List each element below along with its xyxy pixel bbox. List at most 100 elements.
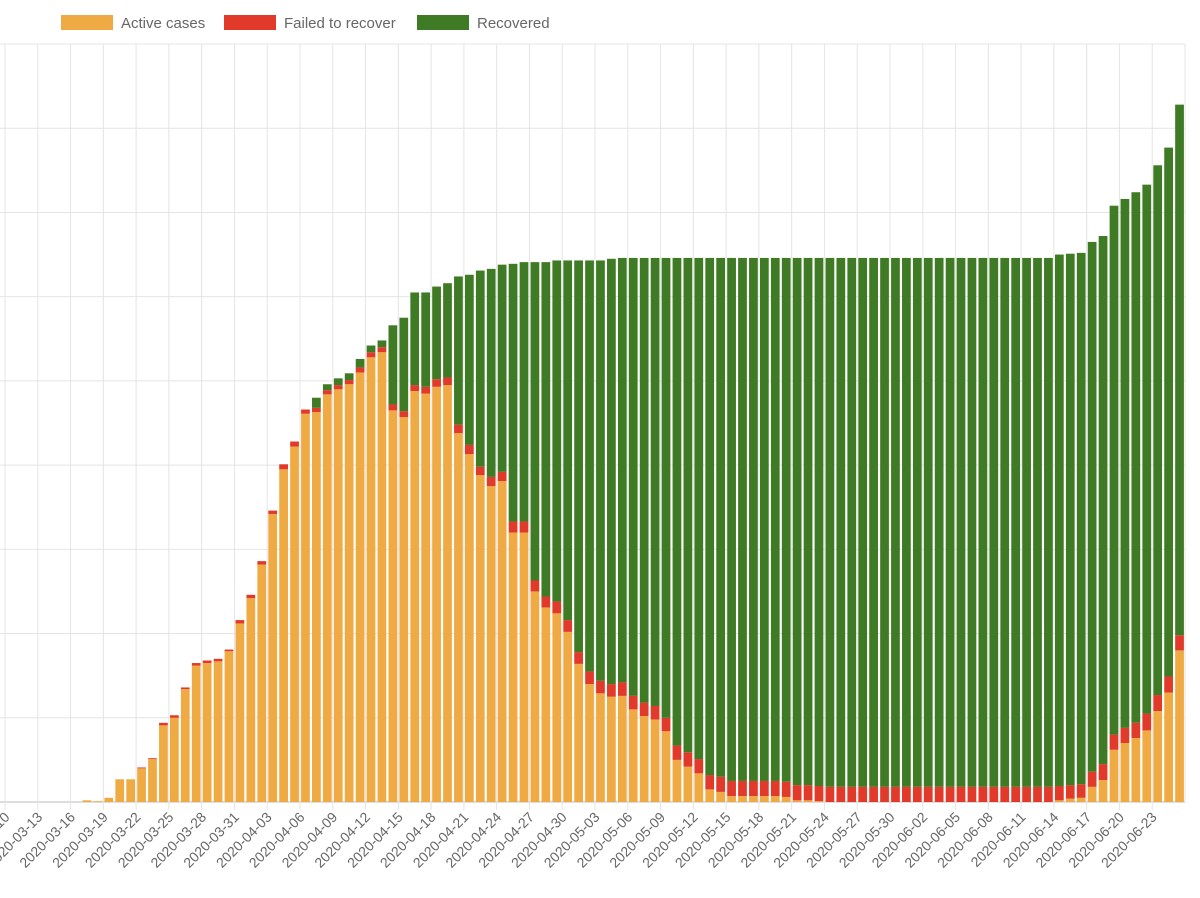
bar-segment [235,623,245,802]
bar-segment [169,717,179,802]
bar-segment [279,469,288,802]
bar-segment [344,373,354,381]
bar-segment [858,786,868,802]
bar-segment [650,705,660,720]
legend-label[interactable]: Active cases [121,15,205,32]
bar-segment [836,786,846,802]
bar-segment [672,759,682,802]
bar-segment [191,663,201,666]
bar-segment [1087,771,1097,787]
bar-segment [541,596,551,608]
bar-segment [574,260,583,653]
bar-segment [344,380,354,385]
bar-segment [869,786,878,802]
bar-segment [519,532,529,802]
bar-segment [574,652,583,664]
bar-segment [464,454,474,802]
bar-segment [126,779,136,802]
bar-segment [508,532,518,802]
bar-segment [607,684,616,697]
bar-segment [825,786,835,802]
bar-segment [443,385,452,802]
bar-segment [716,257,726,777]
bar-segment [519,521,529,533]
bar-segment [617,257,627,683]
bar-segment [180,687,190,690]
bar-segment [312,412,321,802]
bar-segment [639,702,649,717]
bar-segment [858,257,868,787]
bar-segment [399,317,409,412]
bar-segment [454,424,463,434]
bar-segment [705,789,715,802]
bar-segment [792,257,802,786]
legend-label[interactable]: Recovered [477,15,550,32]
bar-segment [1022,257,1031,787]
bar-segment [486,486,496,802]
bar-segment [1175,104,1184,636]
bar-segment [1142,184,1152,714]
bar-segment [312,407,321,413]
bar-segment [607,696,616,802]
bar-segment [661,731,671,802]
bar-segment [552,601,562,614]
legend-swatch[interactable] [417,15,469,30]
bar-segment [388,410,398,802]
bar-segment [497,471,507,482]
bar-segment [443,377,452,386]
bar-segment [1011,257,1021,787]
bar-segment [355,372,365,802]
bar-segment [770,257,780,781]
bar-segment [366,357,376,802]
bar-segment [432,386,441,802]
bar-segment [847,257,857,787]
bar-segment [1076,252,1086,785]
legend-label[interactable]: Failed to recover [284,15,396,32]
bar-segment [202,663,212,802]
bar-segment [388,404,398,411]
bar-segment [410,385,420,391]
legend-swatch[interactable] [61,15,113,30]
bar-segment [552,260,562,602]
bar-segment [421,393,431,802]
bar-segment [443,283,452,378]
bar-segment [770,796,780,802]
bar-segment [596,680,605,694]
bar-segment [617,682,627,696]
bar-segment [902,257,911,787]
bar-segment [148,758,157,760]
bar-segment [792,785,802,801]
bar-segment [1109,734,1119,750]
bar-segment [235,620,245,624]
bar-segment [880,257,889,787]
bar-segment [1120,743,1130,802]
bar-segment [268,513,278,802]
bar-segment [1142,713,1152,731]
bar-segment [650,257,660,706]
bar-segment [661,257,671,718]
bar-segment [1164,676,1173,693]
bar-segment [213,661,223,802]
bar-segment [486,268,496,477]
bar-segment [257,561,267,565]
bar-segment [377,352,387,802]
bar-segment [169,715,179,718]
bar-segment [1153,695,1163,712]
bar-segment [541,607,551,802]
bar-segment [530,262,540,581]
bar-segment [497,264,507,472]
bar-segment [301,413,310,802]
bar-segment [814,801,824,802]
legend-swatch[interactable] [224,15,276,30]
bar-segment [137,767,146,769]
bar-segment [585,260,594,672]
bar-segment [912,786,922,802]
bar-segment [508,521,518,533]
bar-segment [1164,692,1173,802]
bar-segment [290,446,299,802]
bar-segment [246,594,256,599]
bar-segment [738,796,747,802]
bar-segment [366,345,376,353]
bar-segment [1022,786,1031,802]
